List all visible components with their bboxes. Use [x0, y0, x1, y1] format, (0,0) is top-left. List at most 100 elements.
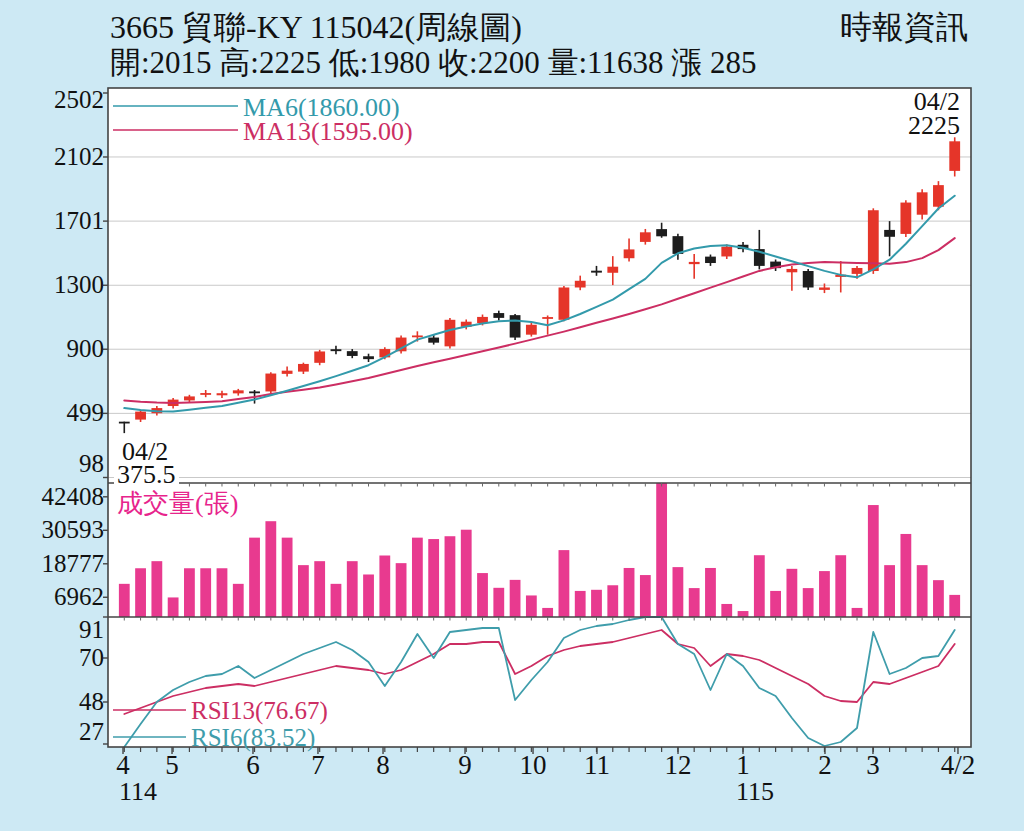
- month-label: 12: [665, 752, 692, 779]
- volume-bar: [363, 574, 374, 617]
- volume-bar: [819, 571, 830, 617]
- month-label: 10: [520, 752, 547, 779]
- month-label: 8: [376, 752, 390, 779]
- volume-axis-label: 30593: [0, 517, 104, 543]
- ma13-legend: MA13(1595.00): [243, 117, 413, 147]
- candle-body: [233, 390, 244, 393]
- price-axis-label: 499: [0, 400, 104, 426]
- volume-bar: [770, 591, 781, 617]
- rsi6-legend: RSI6(83.52): [191, 724, 315, 752]
- volume-bar: [624, 568, 635, 617]
- month-label: 2: [818, 752, 832, 779]
- candle-body: [412, 335, 423, 337]
- volume-bar: [347, 561, 358, 617]
- volume-bar: [168, 597, 179, 617]
- volume-bar: [852, 608, 863, 617]
- candle-body: [868, 210, 879, 271]
- volume-bar: [721, 604, 732, 617]
- candle-body: [884, 230, 895, 237]
- volume-bar: [493, 588, 504, 617]
- volume-bar: [835, 555, 846, 617]
- candle-body: [591, 271, 602, 273]
- candle-body: [249, 391, 260, 393]
- volume-bar: [184, 568, 195, 617]
- volume-bar: [738, 611, 749, 617]
- volume-bar: [379, 555, 390, 617]
- volume-bar: [412, 538, 423, 617]
- stock-chart-page: 3665 貿聯-KY 115042(周線圖) 時報資訊 開:2015 高:222…: [0, 0, 1024, 831]
- price-axis-label: 2102: [0, 144, 104, 170]
- price-axis-label: 2502: [0, 87, 104, 113]
- candle-body: [656, 229, 667, 236]
- candle-body: [575, 281, 586, 288]
- volume-bar: [607, 585, 618, 617]
- candle-body: [510, 315, 521, 337]
- volume-bar: [396, 563, 407, 617]
- volume-bar: [445, 536, 456, 617]
- candle-body: [624, 249, 635, 258]
- volume-bar: [119, 584, 130, 617]
- volume-bar: [640, 575, 651, 617]
- month-label: 3: [866, 752, 880, 779]
- volume-bar: [689, 588, 700, 617]
- candle-body: [689, 262, 700, 264]
- volume-bar: [135, 568, 146, 617]
- volume-bar: [200, 568, 211, 617]
- volume-bar: [656, 483, 667, 617]
- candle-body: [559, 287, 570, 319]
- candle-body: [607, 267, 618, 273]
- volume-bar: [314, 561, 325, 617]
- month-label: 6: [246, 752, 260, 779]
- volume-axis-label: 18777: [0, 551, 104, 577]
- month-label: 4/2: [941, 752, 976, 779]
- volume-bar: [786, 569, 797, 617]
- candle-body: [363, 356, 374, 359]
- candle-body: [265, 374, 276, 392]
- candle-body: [803, 271, 814, 287]
- plot-background: [108, 88, 971, 747]
- volume-bar: [526, 595, 537, 617]
- month-label: 9: [458, 752, 472, 779]
- volume-bar: [917, 565, 928, 617]
- volume-bar: [933, 580, 944, 617]
- volume-bar: [151, 561, 162, 617]
- candlestick-chart: [0, 0, 1024, 831]
- price-axis-label: 1300: [0, 272, 104, 298]
- candle-body: [493, 313, 504, 318]
- candle-body: [282, 371, 293, 374]
- candle-body: [917, 192, 928, 214]
- month-label: 1: [736, 752, 750, 779]
- candle-body: [200, 393, 211, 395]
- rsi-axis-label: 48: [0, 689, 104, 715]
- volume-bar: [542, 608, 553, 617]
- volume-bar: [249, 538, 260, 617]
- candle-body: [852, 268, 863, 274]
- volume-axis-label: 42408: [0, 484, 104, 510]
- volume-bar: [559, 550, 570, 617]
- volume-panel-label: 成交量(張): [117, 486, 238, 521]
- candle-body: [786, 269, 797, 272]
- candle-body: [705, 257, 716, 263]
- candle-body: [445, 320, 456, 347]
- volume-bar: [900, 534, 911, 617]
- candle-body: [542, 317, 553, 319]
- volume-bar: [298, 565, 309, 617]
- high-annotation-value: 2225: [908, 111, 960, 141]
- volume-bar: [282, 538, 293, 617]
- candle-body: [933, 185, 944, 207]
- candle-body: [135, 412, 146, 420]
- volume-bar: [510, 580, 521, 617]
- volume-bar: [868, 505, 879, 617]
- low-annotation-value: 375.5: [114, 460, 179, 490]
- rsi-axis-label: 27: [0, 719, 104, 745]
- volume-bar: [461, 530, 472, 617]
- month-label: 11: [584, 752, 610, 779]
- candle-body: [949, 141, 960, 171]
- month-label: 4: [116, 752, 130, 779]
- volume-bar: [477, 573, 488, 617]
- candle-body: [331, 349, 342, 351]
- rsi-axis-label: 91: [0, 617, 104, 643]
- volume-bar: [217, 568, 228, 617]
- volume-bar: [705, 568, 716, 617]
- rsi-axis-label: 70: [0, 645, 104, 671]
